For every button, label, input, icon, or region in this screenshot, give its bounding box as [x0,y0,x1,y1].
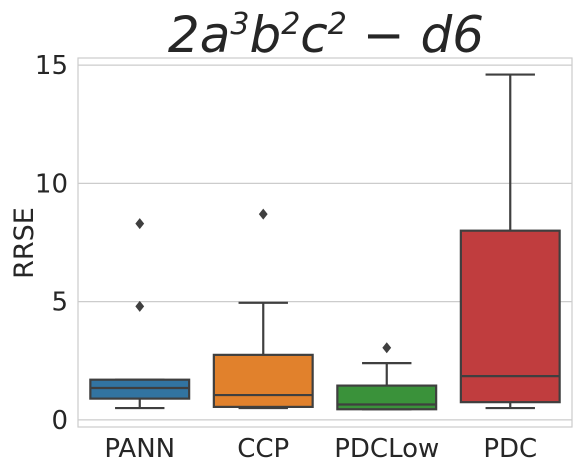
box-ccp [212,208,314,410]
iqr-box [459,229,561,404]
y-tick-label: 5 [51,288,68,318]
y-tick-label: 10 [35,169,68,199]
box-pdc [459,73,561,410]
iqr-box [336,384,438,411]
outlier-point [382,342,392,354]
title-part: 2a [168,6,230,64]
plot-area-frame [77,57,573,428]
box-pann [89,218,191,410]
box-pdclow [336,342,438,411]
title-part: c [300,6,328,64]
y-axis-label: RRSE [9,207,40,279]
y-tick-label: 0 [51,406,68,436]
title-part: 2 [281,7,300,42]
boxes [89,73,561,411]
iqr-box [212,353,314,408]
outlier-point [135,300,145,312]
x-tick-label-pdclow: PDCLow [334,434,439,464]
title-part: 2 [328,7,347,42]
x-tick-label-pdc: PDC [483,434,537,464]
title-part: − d6 [347,6,484,64]
x-tick-label-ccp: CCP [237,434,289,464]
x-tick-label-pann: PANN [104,434,175,464]
outlier-point [258,208,268,220]
x-tick-labels: PANN CCP PDCLow PDC [104,434,537,464]
iqr-box [89,378,191,400]
title-part: b [249,6,281,64]
y-tick-labels: 0 5 10 15 [35,51,68,436]
outlier-point [135,218,145,230]
chart-title: 2a3b2c2 − d6 [168,6,484,64]
title-part: 3 [230,7,249,42]
y-tick-label: 15 [35,51,68,81]
